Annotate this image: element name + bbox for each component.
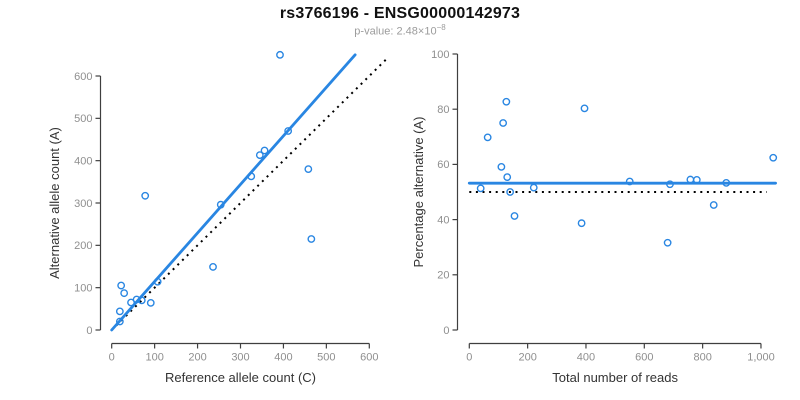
left-panel: 0 100 200 300 400 500 600 0 100 200 300 400 500 600 Re… <box>47 50 390 385</box>
data-point <box>709 201 718 209</box>
data-point <box>307 235 316 243</box>
right-panel: 0 20 40 60 80 100 0 200 400 600 800 1,000 Total numb… <box>411 49 778 385</box>
data-point <box>153 277 162 286</box>
data-point <box>769 153 778 162</box>
reference-dotted-line <box>110 56 390 331</box>
y-tick-label: 100 <box>74 282 92 294</box>
y-tick-label: 20 <box>437 270 449 282</box>
x-axis-title: Reference allele count (C) <box>165 370 316 385</box>
x-tick-label: 0 <box>109 352 115 364</box>
data-point <box>247 172 256 181</box>
y-tick-label: 300 <box>74 198 92 210</box>
y-tick-label: 600 <box>74 71 92 83</box>
data-point <box>255 151 264 160</box>
pvalue-exponent: −8 <box>436 23 446 32</box>
x-tick-label: 100 <box>145 352 163 364</box>
x-axis-title: Total number of reads <box>552 370 678 385</box>
data-point <box>580 104 589 113</box>
data-point <box>666 180 674 189</box>
data-point <box>499 119 508 127</box>
data-point <box>506 188 515 196</box>
x-tick-label: 200 <box>188 352 206 364</box>
data-point <box>529 183 538 192</box>
data-point <box>115 317 124 326</box>
plot-subtitle: p-value: 2.48×10−8 <box>0 23 800 38</box>
data-point <box>722 178 731 187</box>
data-point <box>625 177 634 186</box>
data-point <box>284 127 293 135</box>
data-point <box>510 212 519 220</box>
data-point <box>502 97 511 106</box>
y-tick-label: 200 <box>74 240 92 252</box>
data-point <box>146 299 155 307</box>
x-tick-label: 400 <box>274 352 292 364</box>
data-point <box>120 289 129 298</box>
data-point <box>483 133 492 142</box>
y-tick-label: 400 <box>74 155 92 167</box>
plot-title: rs3766196 - ENSG00000142973 <box>279 5 521 22</box>
data-point <box>692 175 701 184</box>
data-point <box>497 162 506 171</box>
data-point <box>117 281 126 290</box>
data-point <box>503 173 512 181</box>
y-tick-label: 0 <box>443 325 449 337</box>
y-tick-label: 60 <box>437 159 449 171</box>
data-point <box>141 191 150 200</box>
data-point <box>276 50 284 59</box>
fit-line <box>110 53 357 332</box>
y-axis-title: Alternative allele count (A) <box>47 127 62 279</box>
x-tick-label: 0 <box>466 352 472 364</box>
x-tick-label: 200 <box>518 352 536 364</box>
x-tick-label: 400 <box>577 352 595 364</box>
data-point <box>115 307 124 316</box>
data-point <box>663 238 672 247</box>
data-point <box>216 200 225 209</box>
data-point <box>260 146 269 155</box>
y-axis-title: Percentage alternative (A) <box>411 116 426 267</box>
data-point <box>137 296 146 305</box>
data-point <box>209 263 217 271</box>
x-tick-label: 500 <box>317 352 335 364</box>
y-tick-label: 80 <box>437 104 449 116</box>
x-tick-label: 800 <box>693 352 711 364</box>
pvalue-text: p-value: 2.48×10 <box>354 25 437 38</box>
y-tick-label: 100 <box>431 49 449 61</box>
x-tick-label: 600 <box>360 352 378 364</box>
data-point <box>577 219 586 228</box>
data-point <box>132 295 141 304</box>
x-tick-label: 600 <box>635 352 653 364</box>
y-tick-label: 500 <box>74 113 92 125</box>
x-tick-label: 300 <box>231 352 249 364</box>
y-tick-label: 0 <box>86 325 92 337</box>
x-tick-label: 1,000 <box>747 352 775 364</box>
data-point <box>304 165 313 174</box>
y-tick-label: 40 <box>437 214 449 226</box>
data-point <box>476 184 485 193</box>
